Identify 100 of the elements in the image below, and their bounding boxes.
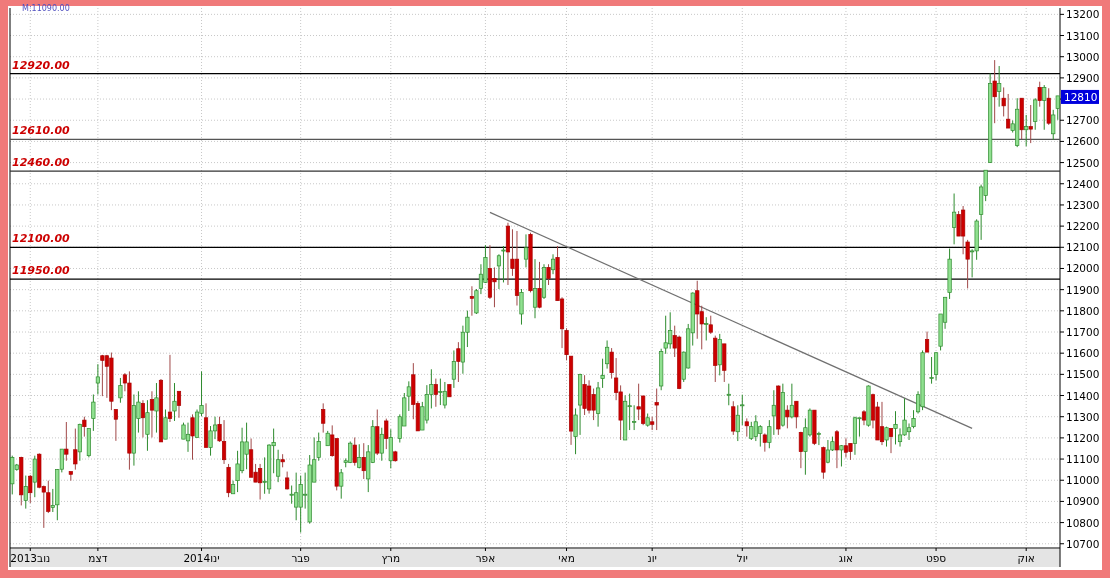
candlestick	[176, 390, 182, 419]
y-tick-label: 12100	[1066, 241, 1100, 254]
y-tick-label: 12300	[1066, 198, 1100, 211]
y-tick-label: 11800	[1066, 304, 1100, 317]
x-tick-label: מרץ	[381, 552, 401, 564]
candlestick	[438, 378, 443, 406]
candlestick	[469, 285, 474, 317]
candlestick	[23, 475, 28, 510]
annotation: M:11090.00	[22, 4, 70, 13]
candlestick	[1051, 109, 1056, 141]
candlestick	[740, 394, 745, 426]
candlestick	[952, 193, 957, 245]
candlestick	[298, 475, 303, 534]
candlestick	[523, 233, 529, 268]
candlestick	[762, 432, 767, 453]
y-tick-label: 13200	[1066, 8, 1100, 21]
candlestick	[925, 331, 930, 353]
y-tick-label: 13000	[1066, 50, 1100, 63]
candlestick	[532, 258, 538, 319]
candlestick	[50, 488, 55, 513]
x-tick-label: ספט	[925, 552, 947, 564]
candlestick	[1037, 81, 1042, 108]
candlestick	[496, 253, 501, 290]
candlestick	[956, 210, 961, 237]
y-tick-label: 10800	[1066, 516, 1100, 529]
candlestick	[32, 455, 37, 498]
candlestick	[276, 449, 281, 483]
candlestick	[1024, 114, 1029, 147]
candlestick	[73, 428, 78, 471]
candlestick	[605, 339, 610, 370]
x-tick-label: אוג	[838, 552, 854, 564]
candlestick	[352, 436, 357, 467]
candlestick	[1001, 86, 1006, 117]
candlestick	[992, 59, 997, 124]
candlestick	[501, 245, 506, 283]
candlestick	[582, 374, 587, 416]
y-tick-label: 11700	[1066, 326, 1100, 338]
candlestick	[95, 363, 100, 395]
candlestick	[708, 315, 713, 335]
candlestick	[1042, 84, 1047, 131]
candlestick	[244, 422, 249, 470]
candlestick	[735, 404, 740, 442]
candlestick	[172, 382, 177, 422]
candlestick	[573, 407, 578, 455]
candlestick	[163, 409, 168, 440]
y-tick-label: 12900	[1066, 71, 1100, 84]
x-tick-label: אוק	[1017, 552, 1035, 564]
y-tick-label: 11600	[1066, 347, 1100, 360]
candlestick	[388, 428, 393, 469]
candlestick	[492, 266, 497, 308]
candlestick	[190, 413, 195, 461]
x-tick-label: מאי	[558, 552, 575, 564]
y-tick-label: 12400	[1066, 177, 1100, 190]
x-tick-label: דצמ	[88, 552, 108, 564]
candlestick	[433, 378, 438, 408]
candlestick	[442, 381, 447, 409]
x-tick-label: פבר	[291, 552, 310, 564]
candlestick	[893, 410, 898, 445]
y-tick-label: 12200	[1066, 220, 1100, 233]
x-tick-label: אפר	[475, 552, 496, 564]
candlestick	[289, 485, 294, 505]
y-tick-label: 12500	[1066, 156, 1100, 169]
candlestick	[785, 404, 790, 429]
candlestick	[91, 393, 96, 432]
y-tick-label: 12000	[1066, 262, 1100, 275]
candlestick	[744, 417, 749, 438]
candlestick	[519, 288, 524, 326]
candlestick	[546, 263, 551, 286]
candlestick	[357, 443, 362, 469]
candlestick	[451, 349, 456, 389]
ref-line-label: 11950.00	[12, 264, 71, 278]
candlestick	[145, 399, 150, 452]
candlestick	[794, 400, 799, 429]
candlestick	[154, 382, 159, 434]
y-tick-label: 11500	[1066, 368, 1100, 381]
y-tick-label: 11000	[1066, 474, 1100, 487]
candlestick	[118, 377, 123, 404]
y-tick-label: 11100	[1066, 453, 1100, 466]
y-tick-label: 12600	[1066, 135, 1100, 148]
x-tick-label: יונ	[647, 552, 657, 564]
y-tick-label: 11400	[1066, 389, 1100, 402]
candlestick	[140, 399, 145, 438]
candlestick	[929, 356, 934, 385]
candlestick	[149, 390, 154, 438]
candlestick	[704, 316, 709, 341]
ref-line-label: 12610.00	[12, 124, 71, 138]
candlestick	[839, 444, 844, 467]
candlestick	[537, 261, 542, 309]
candlestick	[28, 474, 33, 504]
y-tick-label: 10700	[1066, 537, 1100, 550]
candlestick	[113, 409, 118, 442]
candlestick	[82, 416, 87, 438]
candlestick	[798, 431, 803, 469]
candlestick	[1028, 104, 1033, 144]
candlestick	[384, 418, 389, 450]
candlestick	[591, 388, 596, 421]
annotation: 12810	[1064, 90, 1098, 103]
candlestick	[550, 253, 556, 275]
candlestick	[1006, 93, 1011, 129]
y-tick-label: 12700	[1066, 114, 1100, 127]
